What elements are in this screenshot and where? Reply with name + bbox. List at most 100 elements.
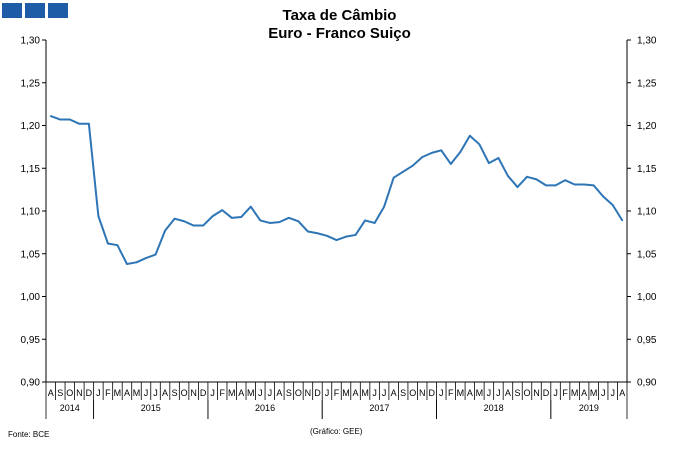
month-label: J: [610, 388, 615, 398]
data-point: [402, 170, 405, 173]
data-point: [421, 156, 424, 159]
data-point: [516, 186, 519, 188]
data-point: [440, 149, 443, 152]
month-label: M: [590, 388, 598, 398]
month-label: A: [353, 388, 359, 398]
logo-square: [48, 3, 68, 18]
month-label: J: [258, 388, 263, 398]
month-label: A: [581, 388, 587, 398]
month-label: O: [409, 388, 416, 398]
month-label: A: [238, 388, 244, 398]
y-tick-label-left: 1,25: [21, 78, 41, 89]
data-point: [97, 215, 100, 218]
month-label: J: [153, 388, 158, 398]
y-tick-label-right: 1,25: [637, 78, 657, 89]
y-tick-label-left: 1,15: [21, 164, 41, 175]
data-point: [316, 232, 319, 235]
data-point: [554, 184, 557, 187]
data-point: [611, 204, 614, 206]
data-point: [297, 220, 300, 223]
data-point: [326, 234, 328, 237]
data-point: [497, 157, 500, 159]
chart-title-line-2: Euro - Franco Suiço: [268, 25, 411, 42]
month-label: A: [48, 388, 54, 398]
data-point: [154, 253, 157, 256]
month-label: D: [543, 388, 550, 398]
month-label: O: [181, 388, 188, 398]
data-point: [383, 205, 386, 208]
data-point: [373, 222, 376, 224]
month-label: A: [124, 388, 130, 398]
month-label: M: [457, 388, 465, 398]
y-tick-label-right: 1,20: [637, 121, 657, 132]
data-point: [202, 224, 205, 227]
logo-square: [25, 3, 45, 18]
month-label: D: [428, 388, 435, 398]
month-label: N: [419, 388, 426, 398]
month-label: J: [144, 388, 149, 398]
y-tick-label-left: 0,90: [21, 378, 41, 389]
month-label: S: [286, 388, 292, 398]
y-tick-label-left: 1,10: [21, 207, 41, 218]
data-point: [449, 163, 452, 165]
month-label: A: [505, 388, 511, 398]
data-point: [564, 179, 566, 182]
month-label: S: [400, 388, 406, 398]
year-label: 2014: [60, 403, 80, 413]
logo-square: [2, 3, 22, 18]
month-label: A: [467, 388, 473, 398]
data-point: [221, 209, 224, 212]
data-point: [592, 184, 595, 187]
data-point: [545, 184, 547, 187]
data-point: [459, 151, 462, 153]
chart-title-line-1: Taxa de Câmbio: [282, 7, 397, 24]
y-tick-label-left: 1,05: [21, 249, 41, 260]
month-label: J: [372, 388, 377, 398]
year-label: 2018: [484, 403, 504, 413]
data-point: [183, 220, 186, 223]
month-label: D: [86, 388, 93, 398]
month-label: J: [487, 388, 492, 398]
data-point: [192, 224, 195, 227]
year-label: 2017: [369, 403, 389, 413]
data-point: [487, 162, 490, 165]
month-label: A: [619, 388, 625, 398]
year-label: 2015: [141, 403, 161, 413]
data-point: [49, 115, 52, 117]
data-point: [583, 183, 586, 186]
data-point: [287, 216, 290, 219]
month-label: M: [361, 388, 369, 398]
data-point: [478, 143, 481, 146]
data-point: [211, 215, 214, 218]
data-point: [411, 164, 414, 167]
y-tick-label-right: 1,05: [637, 249, 657, 260]
month-label: N: [305, 388, 312, 398]
data-point: [468, 134, 471, 137]
month-label: J: [210, 388, 215, 398]
year-label: 2016: [255, 403, 275, 413]
month-label: D: [200, 388, 207, 398]
month-label: M: [114, 388, 122, 398]
y-tick-label-right: 1,30: [637, 36, 657, 47]
y-tick-label-right: 0,90: [637, 378, 657, 389]
data-point: [78, 122, 81, 125]
data-point: [249, 205, 252, 208]
source-note: Fonte: BCE: [8, 430, 50, 439]
month-label: F: [448, 388, 454, 398]
chart-credit: (Gráfico: GEE): [310, 427, 363, 436]
data-point: [507, 175, 509, 177]
month-label: F: [105, 388, 111, 398]
month-label: S: [514, 388, 520, 398]
month-label: M: [247, 388, 255, 398]
data-point: [345, 235, 347, 238]
month-label: J: [553, 388, 558, 398]
month-label: D: [314, 388, 321, 398]
data-point: [621, 219, 624, 222]
data-point: [59, 118, 62, 121]
data-point: [173, 217, 176, 220]
month-label: O: [295, 388, 302, 398]
month-label: F: [219, 388, 225, 398]
data-point: [602, 195, 605, 198]
month-label: J: [96, 388, 101, 398]
